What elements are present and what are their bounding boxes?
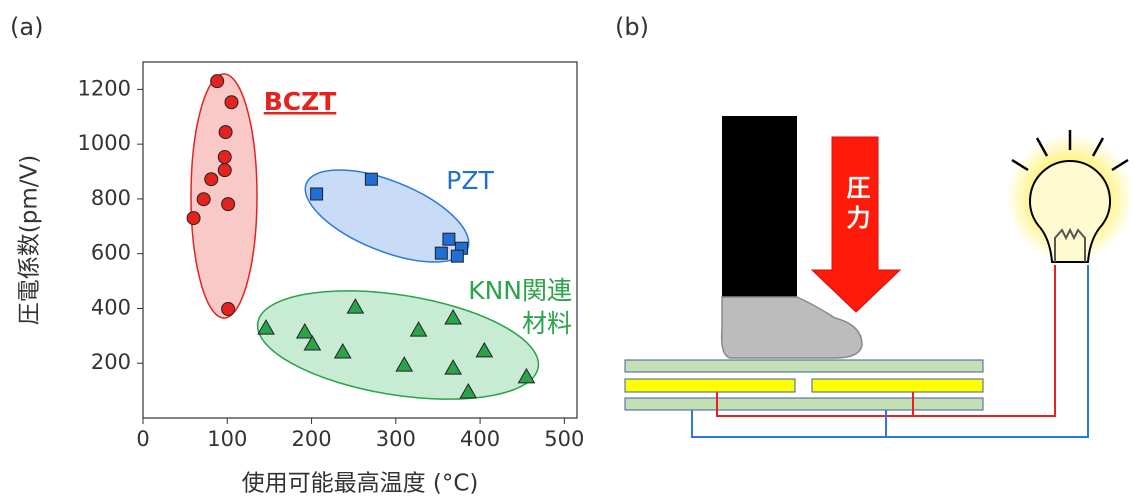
x-tick-label: 300 (376, 427, 416, 451)
force-label: 圧力 (842, 175, 870, 235)
point (197, 193, 210, 206)
figure: (a) (b) 圧力 0 100 200 300 400 500 200 400 600 800 1… (0, 0, 1134, 500)
point (187, 212, 200, 225)
leg (722, 116, 797, 297)
point (205, 173, 218, 186)
x-tick-label: 400 (460, 427, 500, 451)
electrode (812, 379, 983, 392)
x-tick-label: 500 (544, 427, 584, 451)
x-tick-label: 200 (291, 427, 331, 451)
point (365, 173, 377, 185)
x-tick-label: 100 (207, 427, 247, 451)
point (225, 96, 238, 109)
point (211, 75, 224, 88)
layer (625, 360, 983, 372)
foot (722, 297, 862, 358)
point (219, 126, 232, 139)
y-tick-label: 200 (91, 350, 131, 374)
point (451, 250, 463, 262)
wire (913, 265, 1055, 416)
y-axis-label: 圧電係数(pm/V) (17, 155, 43, 325)
electrode (625, 379, 795, 392)
point (218, 151, 231, 164)
y-tick-label: 1000 (78, 131, 131, 155)
y-tick-label: 1200 (78, 76, 131, 100)
series-label: BCZT (264, 87, 337, 116)
point (435, 247, 447, 259)
point (311, 188, 323, 200)
y-tick-label: 400 (91, 295, 131, 319)
y-tick-label: 600 (91, 241, 131, 265)
x-axis-label: 使用可能最高温度 (°C) (242, 471, 479, 497)
diagram: 圧力 (625, 116, 1134, 437)
point (222, 198, 235, 211)
panel-label: (a) (10, 13, 43, 41)
x-tick-label: 0 (136, 427, 149, 451)
y-tick-label: 800 (91, 186, 131, 210)
point (443, 233, 455, 245)
series-label: PZT (446, 166, 494, 195)
layer (625, 398, 983, 410)
point (222, 303, 235, 316)
panel-label: (b) (615, 13, 649, 41)
series-label: 材料 (522, 309, 572, 338)
series-label: KNN関連 (468, 276, 572, 305)
point (218, 164, 231, 177)
